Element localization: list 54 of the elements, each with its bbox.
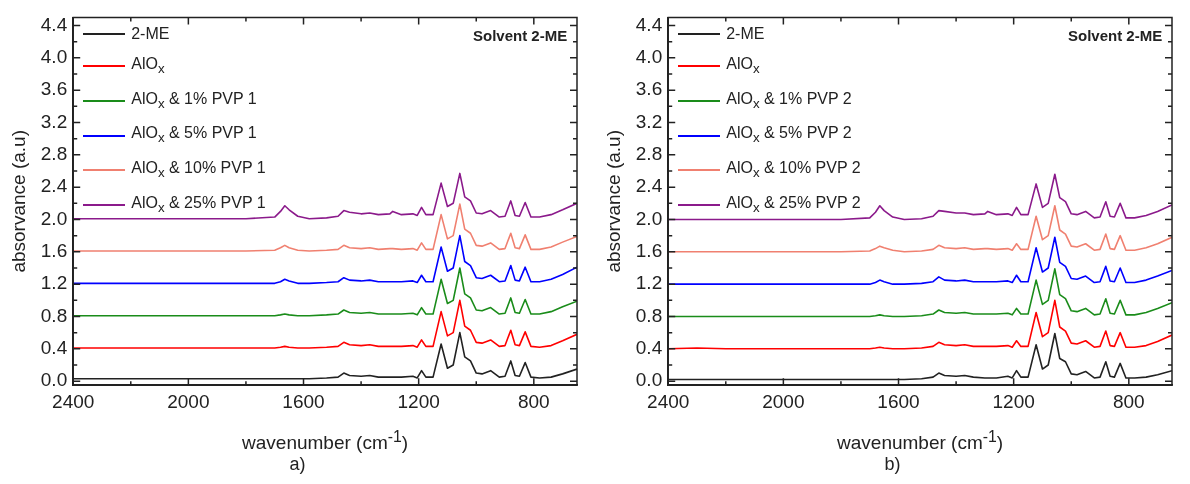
y-axis-title: absorvance (a.u) [602,130,624,273]
legend-label: AlO$_{x}$ [131,53,165,79]
x-tick-label: 1600 [877,390,920,412]
y-tick-label: 2.4 [40,175,68,197]
text: b) [883,454,902,475]
y-tick-label: 1.2 [635,272,663,294]
y-tick-label: 2.0 [635,207,663,229]
y-tick-label: 4.4 [40,13,68,35]
x-axis-title: wavenumber (cm$^{-1}$) [241,428,410,455]
x-tick-label: 2000 [762,390,805,412]
x-axis-title: wavenumber (cm$^{-1}$) [836,428,1005,455]
x-tick-label: 2400 [52,390,95,412]
y-tick-label: 0.0 [635,369,663,391]
x-tick-label: 800 [1112,390,1145,412]
legend-label: AlO$_{x}$ & 5% PVP 1 [131,123,257,148]
y-tick-label: 4.0 [635,46,663,68]
legend-label: AlO$_{x}$ & 5% PVP 2 [726,123,852,148]
y-tick-label: 0.4 [40,337,68,359]
y-tick-label: 0.0 [40,369,68,391]
legend-label: AlO$_{x}$ & 1% PVP 2 [726,88,852,113]
x-tick-label: 1200 [397,390,440,412]
annotation: Solvent 2-ME [1068,27,1163,45]
y-tick-label: 0.8 [40,304,68,326]
y-axis-title: absorvance (a.u) [7,130,29,273]
y-tick-label: 3.6 [635,78,663,100]
legend-label: AlO$_{x}$ & 25% PVP 1 [131,192,266,217]
y-tick-label: 2.4 [635,175,663,197]
legend-label: 2-ME [131,24,170,45]
x-tick-label: 800 [517,390,550,412]
y-tick-label: 1.2 [40,272,68,294]
x-tick-label: 1600 [282,390,325,412]
legend-label: AlO$_{x}$ & 25% PVP 2 [726,192,861,217]
legend-label: AlO$_{x}$ & 10% PVP 1 [131,157,266,183]
legend-label: AlO$_{x}$ [726,53,760,79]
x-tick-label: 1200 [992,390,1035,412]
x-tick-label: 2400 [647,390,690,412]
y-tick-label: 4.4 [635,13,663,35]
y-tick-label: 3.2 [635,110,663,132]
y-tick-label: 3.6 [40,78,68,100]
y-tick-label: 1.6 [635,240,663,262]
y-tick-label: 3.2 [40,110,68,132]
legend-label: AlO$_{x}$ & 10% PVP 2 [726,157,861,183]
y-tick-label: 2.8 [40,143,68,165]
y-tick-label: 2.0 [40,207,68,229]
x-tick-label: 2000 [167,390,210,412]
y-tick-label: 1.6 [40,240,68,262]
text: a) [288,454,307,475]
y-tick-label: 0.8 [635,304,663,326]
legend-label: 2-ME [726,24,765,45]
annotation: Solvent 2-ME [473,27,568,45]
y-tick-label: 4.0 [40,46,68,68]
y-tick-label: 2.8 [635,143,663,165]
legend-label: AlO$_{x}$ & 1% PVP 1 [131,88,257,113]
y-tick-label: 0.4 [635,337,663,359]
